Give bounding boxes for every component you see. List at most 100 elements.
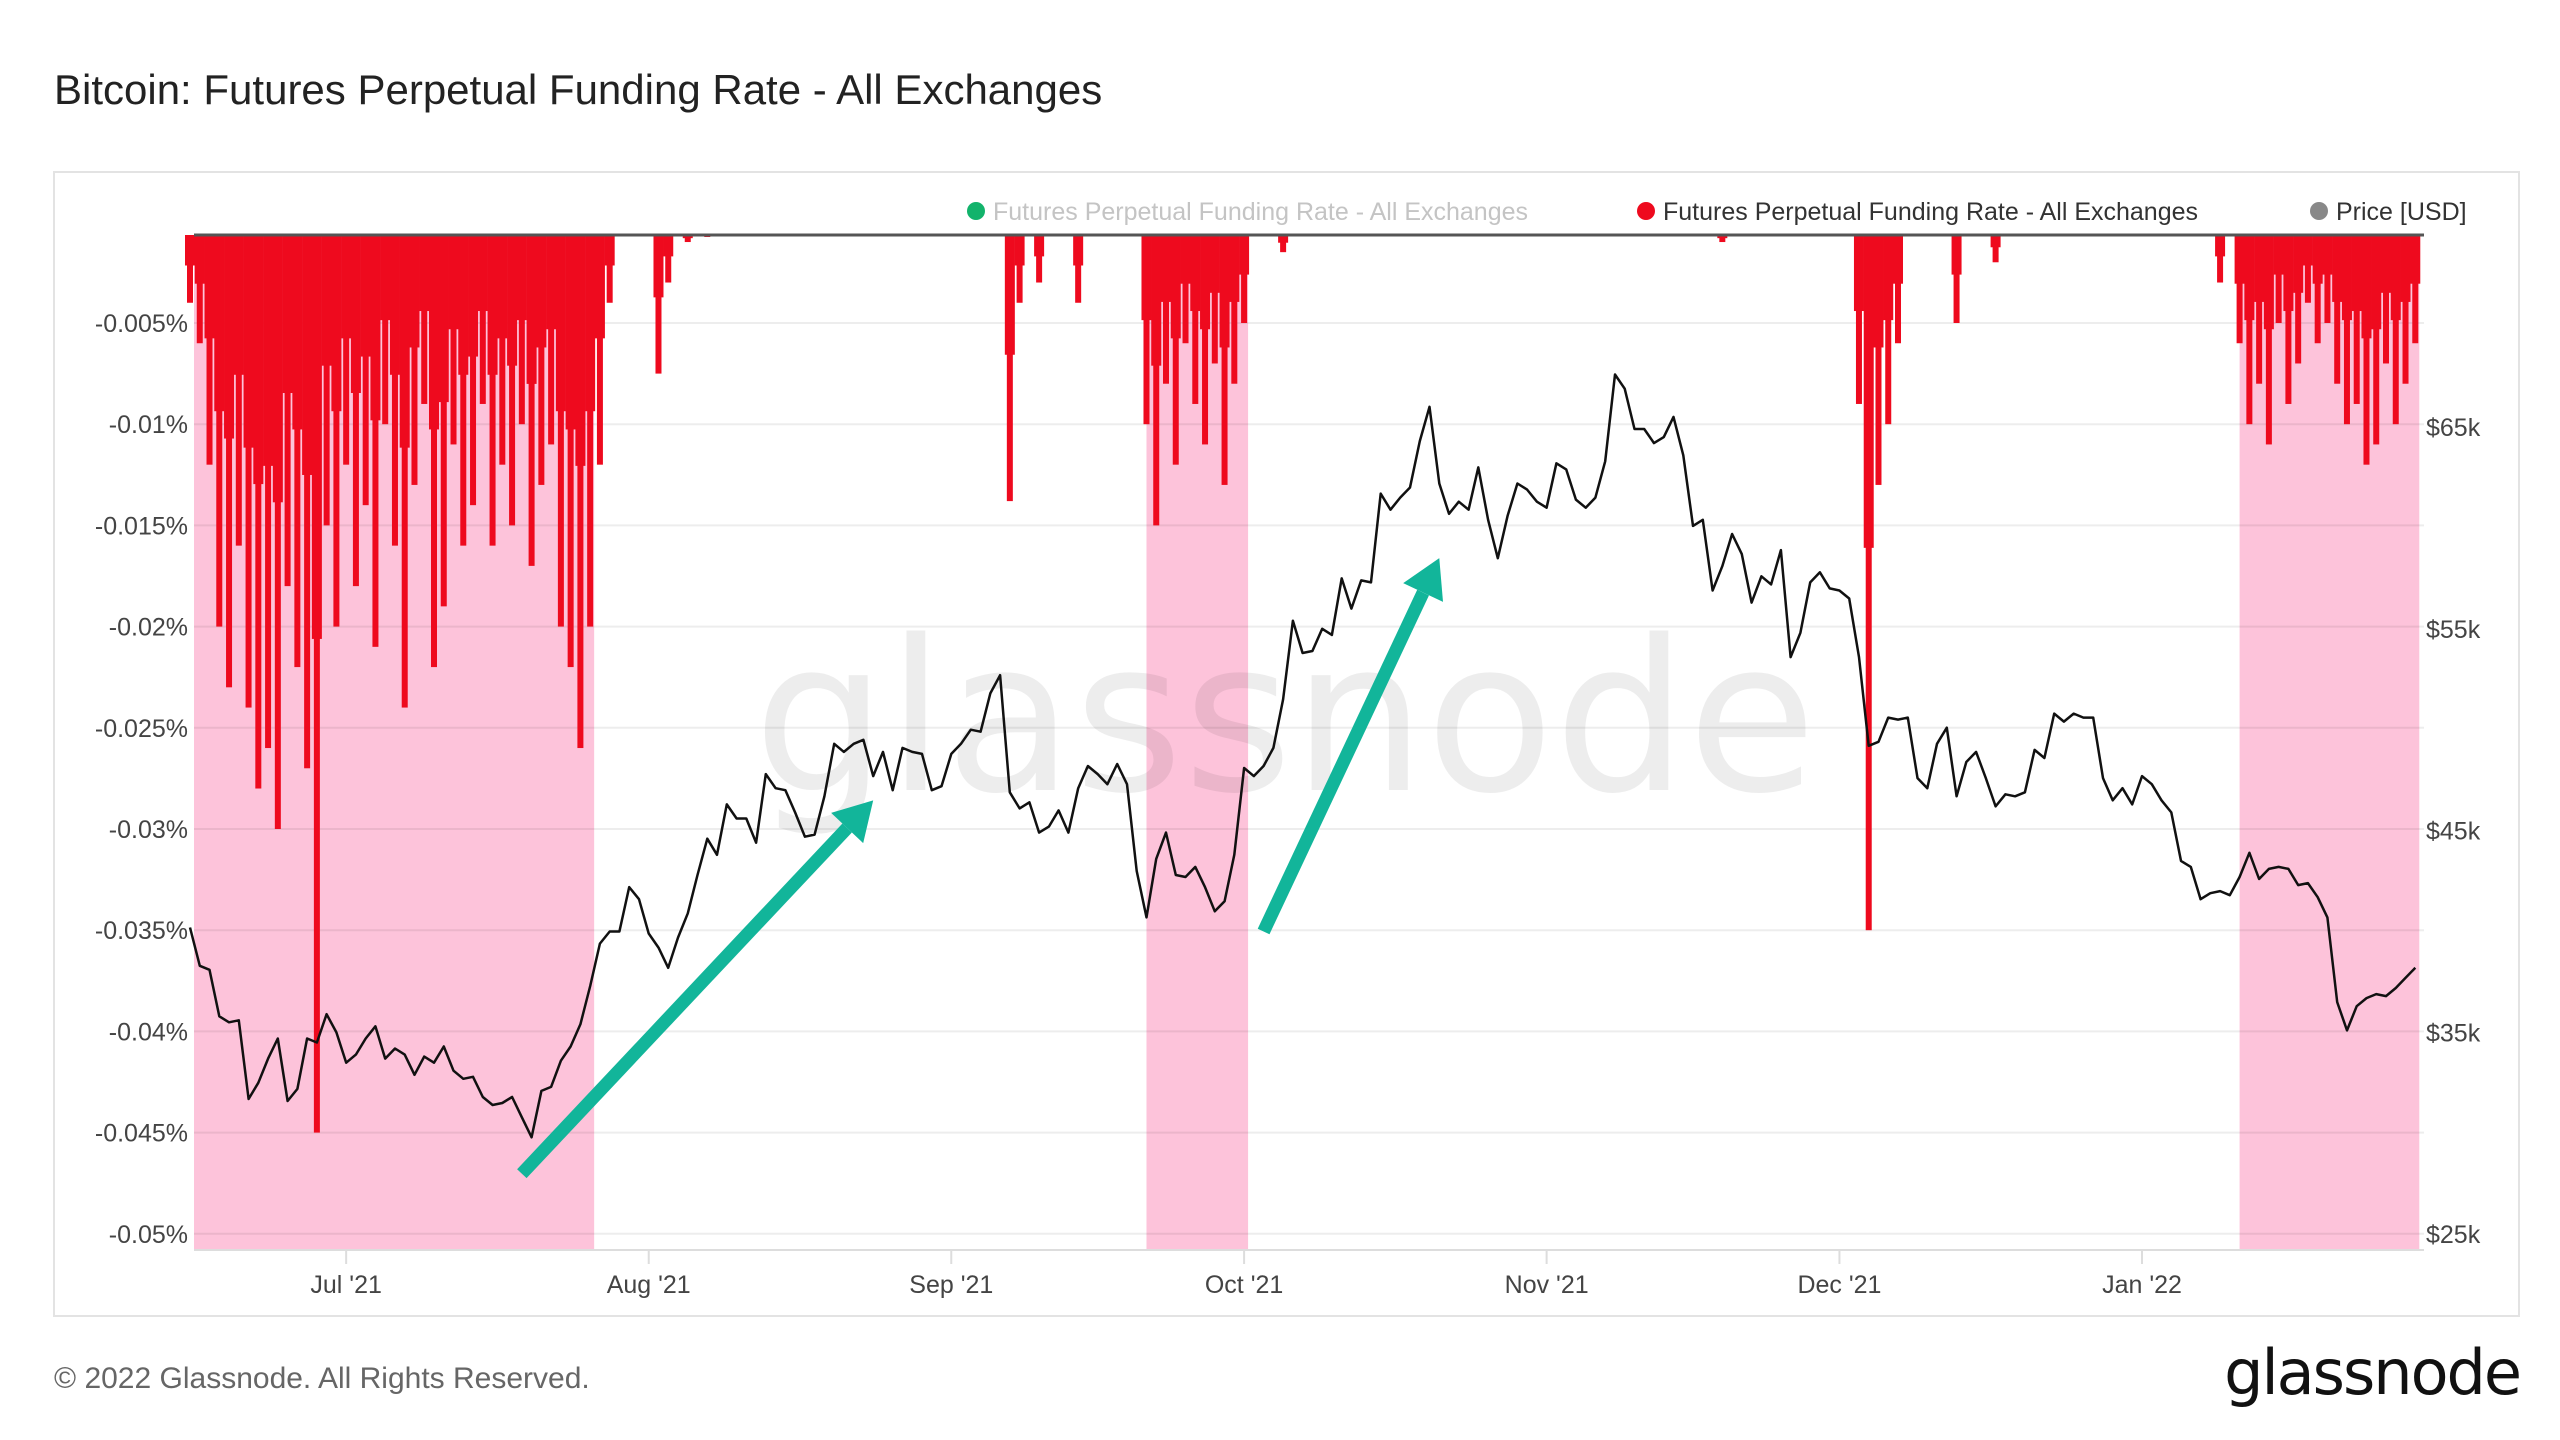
funding-bar <box>1865 235 1872 931</box>
x-tick-label: Nov '21 <box>1505 1271 1589 1299</box>
funding-bar <box>421 235 428 404</box>
funding-bar-fill <box>1170 235 1181 339</box>
funding-bar <box>196 235 203 344</box>
funding-bar <box>245 235 252 708</box>
funding-bar-fill <box>2215 235 2226 257</box>
funding-bar-fill <box>2371 235 2382 330</box>
funding-bar <box>2295 235 2302 364</box>
funding-bar <box>216 235 223 627</box>
funding-bar <box>2373 235 2380 445</box>
funding-bar <box>2334 235 2341 384</box>
funding-bar <box>235 235 242 546</box>
funding-bar-fill <box>311 235 322 639</box>
y-left-tick-label: -0.015% <box>95 512 188 540</box>
funding-bar-fill <box>604 235 615 266</box>
funding-bar-fill <box>536 235 547 348</box>
funding-bar-fill <box>663 235 674 257</box>
funding-bar <box>2246 235 2253 425</box>
funding-bar <box>577 235 584 749</box>
funding-bar-fill <box>194 235 205 284</box>
funding-bar-fill <box>429 235 439 430</box>
negative-funding-band <box>1146 235 1249 1250</box>
funding-bar-fill <box>2273 235 2284 275</box>
funding-bar <box>655 235 662 374</box>
funding-bar <box>1182 235 1189 344</box>
legend-item-label[interactable]: Futures Perpetual Funding Rate - All Exc… <box>993 198 1528 226</box>
funding-bar <box>1241 235 1248 323</box>
funding-bar-fill <box>458 235 469 375</box>
legend-item-label[interactable]: Futures Perpetual Funding Rate - All Exc… <box>1663 198 2198 226</box>
funding-bar-fill <box>2410 235 2421 284</box>
funding-bar-fill <box>1141 235 1152 321</box>
funding-bar <box>2236 235 2243 344</box>
funding-bar <box>2324 235 2331 323</box>
funding-bar <box>2343 235 2350 425</box>
funding-bar-fill <box>2293 235 2304 293</box>
funding-bar <box>470 235 477 506</box>
funding-bar-fill <box>282 235 293 394</box>
annotation-arrowhead <box>831 800 874 844</box>
funding-bar-fill <box>2254 235 2265 302</box>
funding-bar <box>372 235 379 647</box>
y-left-tick-label: -0.04% <box>109 1018 188 1046</box>
funding-bar <box>1202 235 1209 445</box>
funding-bar <box>528 235 535 566</box>
funding-bar <box>1153 235 1160 526</box>
y-right-tick-label: $55k <box>2426 616 2481 644</box>
funding-bar-fill <box>594 235 605 339</box>
funding-bar <box>450 235 457 445</box>
x-tick-label: Jan '22 <box>2102 1271 2182 1299</box>
funding-bar <box>1192 235 1199 404</box>
funding-bar-fill <box>1073 235 1084 266</box>
funding-bar-fill <box>438 235 449 403</box>
funding-bar <box>2383 235 2389 364</box>
funding-bar <box>255 235 262 789</box>
funding-bar-fill <box>243 235 254 448</box>
funding-bar <box>1280 235 1287 253</box>
y-left-tick-label: -0.03% <box>109 816 188 844</box>
legend-dot <box>967 202 985 220</box>
y-left-tick-label: -0.02% <box>109 614 188 642</box>
funding-bar-fill <box>477 235 488 312</box>
funding-bar-fill <box>1893 235 1903 284</box>
funding-bar <box>2256 235 2263 384</box>
funding-bar-fill <box>321 235 332 366</box>
funding-bar-fill <box>302 235 313 475</box>
funding-bar <box>684 235 691 243</box>
funding-bar <box>1036 235 1043 283</box>
funding-bar-fill <box>2263 235 2274 330</box>
funding-bar <box>362 235 369 506</box>
funding-bar <box>274 235 281 829</box>
funding-bar <box>2412 235 2419 344</box>
legend-item-label[interactable]: Price [USD] <box>2336 198 2467 226</box>
funding-bar <box>411 235 418 485</box>
funding-bar <box>1895 235 1901 344</box>
funding-bar <box>2353 235 2360 404</box>
legend-dot <box>2310 202 2328 220</box>
funding-bar-fill <box>1229 235 1240 302</box>
y-left-tick-label: -0.025% <box>95 715 188 743</box>
funding-bar <box>2392 235 2399 425</box>
funding-bar <box>1875 235 1882 485</box>
funding-bar-fill <box>2312 235 2323 284</box>
funding-bar <box>596 235 603 465</box>
funding-bar <box>1163 235 1169 384</box>
funding-bar-fill <box>555 235 566 412</box>
funding-bar-fill <box>2322 235 2333 275</box>
funding-bar-fill <box>331 235 342 412</box>
funding-bar-fill <box>292 235 303 430</box>
funding-bar-fill <box>224 235 235 439</box>
funding-bar-fill <box>2302 235 2313 266</box>
funding-bar <box>567 235 574 668</box>
funding-bar-fill <box>487 235 498 375</box>
funding-bar <box>343 235 350 465</box>
funding-bar <box>431 235 437 668</box>
funding-bar-fill <box>497 235 508 339</box>
funding-bar-fill <box>419 235 430 312</box>
y-right-tick-label: $35k <box>2426 1019 2481 1047</box>
funding-bar <box>206 235 213 465</box>
funding-bar-fill <box>1161 235 1171 302</box>
y-left-tick-label: -0.005% <box>95 310 188 338</box>
funding-bar-fill <box>1219 235 1230 348</box>
